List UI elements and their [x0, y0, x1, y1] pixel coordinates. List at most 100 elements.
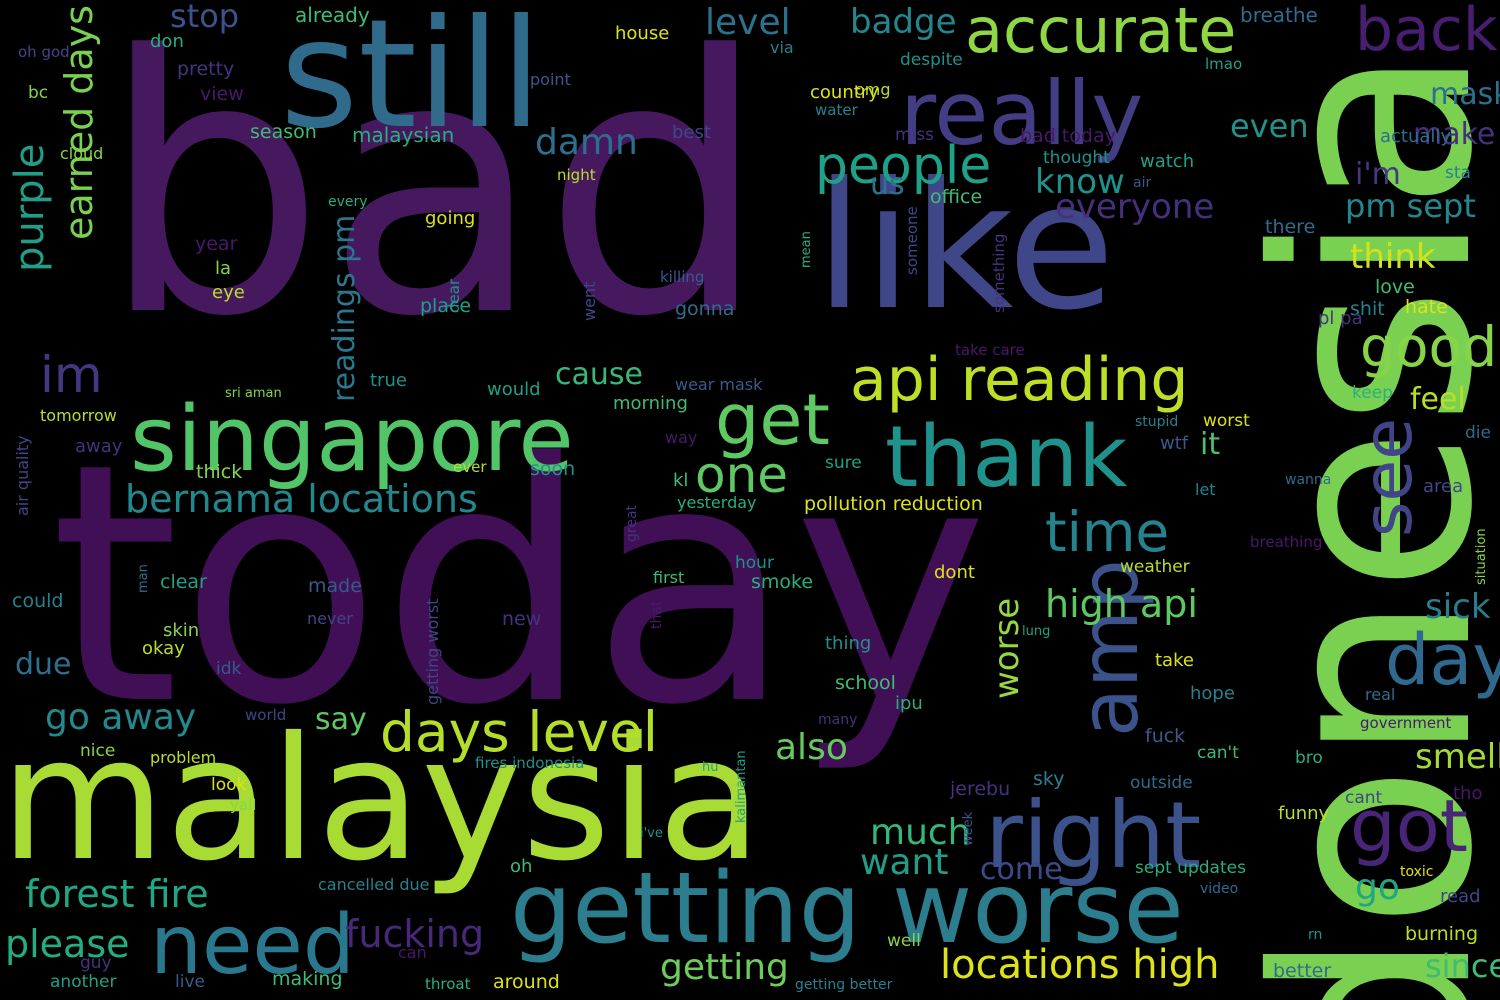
word-actually: actually — [1380, 126, 1452, 147]
word-cancelled-due: cancelled due — [318, 875, 430, 894]
word-us: us — [870, 167, 905, 202]
word-one: one — [695, 446, 789, 504]
word-purple: purple — [7, 143, 53, 272]
word-outside: outside — [1130, 773, 1193, 793]
word-going: going — [425, 208, 476, 229]
word-season: season — [250, 121, 317, 143]
word-office: office — [930, 186, 983, 208]
word-sick: sick — [1425, 587, 1491, 627]
word-wanna: wanna — [1285, 472, 1332, 488]
word-wear-mask: wear mask — [675, 375, 763, 394]
word-that: that — [649, 600, 665, 629]
word-despite: despite — [900, 50, 963, 70]
word-i-ve: i've — [640, 826, 663, 841]
word-mask: mask — [1430, 77, 1500, 112]
word-bernama-locations: bernama locations — [125, 477, 478, 521]
word-thank: thank — [885, 408, 1128, 507]
word-could: could — [12, 590, 64, 612]
word-omg: omg — [855, 80, 891, 99]
word-every: every — [328, 194, 368, 210]
word-right: right — [985, 782, 1202, 889]
word-gonna: gonna — [675, 298, 735, 320]
word-like: like — [815, 146, 1116, 349]
word-api-reading: api reading — [850, 345, 1189, 415]
word-situation: situation — [1474, 528, 1489, 586]
word-need: need — [150, 898, 355, 993]
word-tho: tho — [1453, 783, 1483, 804]
word-sky: sky — [1033, 768, 1065, 790]
word-live: live — [175, 972, 205, 992]
word-world: world — [245, 706, 287, 724]
word-really: really — [900, 62, 1144, 165]
word-know: know — [1035, 162, 1125, 202]
word-real: real — [1365, 685, 1396, 704]
word-soon: soon — [530, 458, 576, 480]
word-say: say — [315, 702, 367, 737]
word-someone: someone — [903, 206, 921, 275]
word-eye: eye — [212, 282, 245, 303]
word-sta: sta — [1445, 163, 1471, 183]
word-hu: hu — [702, 760, 719, 775]
word-ipu: ipu — [895, 693, 923, 714]
word-breathing: breathing — [1250, 533, 1323, 551]
word-can: can — [398, 943, 427, 962]
word-take-care: take care — [955, 341, 1025, 359]
word-thick: thick — [196, 461, 243, 483]
word-today: today — [50, 393, 989, 777]
word-went: went — [580, 282, 599, 322]
word-malaysia: malaysia — [0, 701, 762, 899]
word-still: still — [280, 0, 542, 162]
word-locations-high: locations high — [940, 942, 1220, 988]
word-kl: kl — [673, 470, 689, 491]
word-people: people — [815, 136, 992, 196]
word-keep: keep — [1352, 383, 1393, 403]
word-come: come — [980, 852, 1063, 887]
word-house: house — [615, 23, 670, 44]
word-area: area — [1423, 476, 1464, 497]
word-im: im — [40, 346, 103, 404]
word-getting-worst: getting worst — [423, 598, 442, 705]
word-getting-better: getting better — [795, 977, 893, 993]
word-much: much — [870, 812, 971, 853]
word-take: take — [1155, 650, 1194, 671]
word-already: already — [295, 3, 370, 27]
word-it: it — [1200, 427, 1221, 462]
word-think: think — [1350, 237, 1436, 277]
word-okay: okay — [142, 638, 185, 659]
word-better: better — [1273, 960, 1332, 982]
word-malaysian: malaysian — [352, 123, 455, 147]
word-smell: smell — [1415, 737, 1500, 777]
word-mean: mean — [799, 231, 814, 269]
word-fuck: fuck — [1145, 725, 1186, 747]
word-another: another — [50, 972, 117, 992]
word-kalimantan: kalimantan — [734, 750, 749, 823]
word-guy: guy — [80, 953, 112, 973]
word-watch: watch — [1140, 151, 1195, 172]
word-go-away: go away — [45, 697, 197, 738]
word-view: view — [200, 83, 244, 105]
word-rn: rn — [1308, 927, 1323, 943]
word-time: time — [1045, 500, 1170, 564]
word-tomorrow: tomorrow — [40, 406, 117, 425]
word-lung: lung — [1022, 624, 1051, 639]
word-jerebu: jerebu — [950, 778, 1011, 800]
word-great: great — [624, 504, 640, 542]
word-see: see — [1349, 418, 1428, 538]
word-ever: ever — [453, 458, 487, 476]
word-thing: thing — [825, 633, 872, 654]
word-bad-today: bad today — [1020, 125, 1116, 147]
word-worst: worst — [1203, 411, 1250, 431]
word-days-level: days level — [380, 700, 659, 764]
word-love: love — [1375, 276, 1415, 298]
word-would: would — [487, 379, 541, 400]
word-week: week — [961, 812, 976, 847]
word-cause: cause — [555, 357, 643, 392]
word-die: die — [1465, 423, 1491, 443]
word-accurate: accurate — [965, 0, 1237, 67]
word-government: government — [1360, 714, 1452, 732]
word-yall: yall — [230, 796, 257, 814]
word-best: best — [672, 122, 711, 143]
word-cant: cant — [1345, 788, 1383, 808]
word-sept-updates: sept updates — [1135, 858, 1246, 878]
